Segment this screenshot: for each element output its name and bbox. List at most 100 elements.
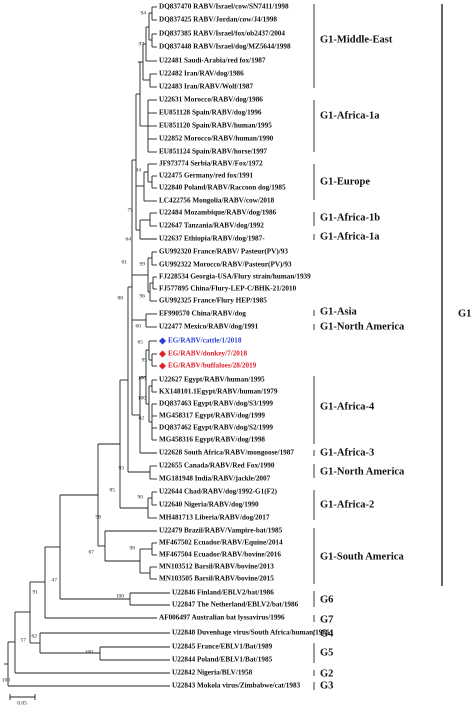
clade-label: G1-Asia <box>320 306 358 317</box>
clade-label: G3 <box>320 680 333 691</box>
taxon-label: DQ837448 RABV/Israel/dog/MZ5644/1998 <box>159 43 291 51</box>
taxon-label: U22846 Finland/EBLV2/bat/1986 <box>172 589 274 597</box>
taxon-label: GU992325 France/Flury HEP/1985 <box>159 297 267 305</box>
bootstrap-value: 100 <box>85 649 94 655</box>
taxon-label: DQ837463 Egypt/RABV/dog/S3/1999 <box>159 400 273 408</box>
clade-label: G1-Africa-3 <box>320 447 374 458</box>
bootstrap-value: 64 <box>126 236 132 242</box>
taxon-label: MN103512 Barsil/RABV/bovine/2013 <box>159 563 274 571</box>
taxon-label: U22640 Nigeria/RABV/dog/1990 <box>159 501 259 509</box>
taxon-label: MG458316 Egypt/RABV/dog/1998 <box>159 436 265 444</box>
taxon-label: EG/RABV/cattle/1/2018 <box>168 337 242 345</box>
taxon-label: DQ837470 RABV/Israel/cow/SN7411/1998 <box>159 3 289 11</box>
taxon-label: FJ577895 China/Flury-LEP-C/BHK-21/2010 <box>159 285 297 293</box>
bootstrap-value: 47 <box>52 577 58 583</box>
taxon-label: U22627 Egypt/RABV/human/1995 <box>159 376 265 384</box>
clade-label: G1-Africa-2 <box>320 499 374 510</box>
taxon-label: EU851120 Spain/RABV/human/1995 <box>159 122 272 130</box>
taxon-label: U22847 The Netherland/EBLV2/bat/1986 <box>172 601 299 609</box>
clade-label: G1-Africa-1a <box>320 110 380 121</box>
bootstrap-value: 62 <box>32 633 38 639</box>
taxon-label: U22655 Canada/RABV/Red Fox/1990 <box>159 462 275 470</box>
bootstrap-value: 96 <box>140 293 146 299</box>
clade-label: G1-Africa-4 <box>320 401 375 412</box>
taxon-label: U22484 Mozambique/RABV/dog/1986 <box>159 209 277 217</box>
clade-label: G1-Africa-1a <box>320 231 380 242</box>
taxon-label: EU851128 Spain/RABV/dog/1996 <box>159 109 262 117</box>
bootstrap-value: 65 <box>138 339 144 345</box>
taxon-label: EG/RABV/buffaloes/28/2019 <box>168 362 257 370</box>
taxon-label: U22481 Saudi-Arabia/red fox/1987 <box>159 57 266 65</box>
taxon-label: U22843 Mokola virus/Zimbabwe/cat/1983 <box>172 682 301 690</box>
clade-label: G7 <box>320 614 333 625</box>
clade-label: G5 <box>320 647 333 658</box>
taxon-label: LC422756 Mongolia/RABV/cow/2018 <box>159 197 275 205</box>
bootstrap-value: 88 <box>118 295 124 301</box>
clade-label: G6 <box>320 594 333 605</box>
taxon-label: JF973774 Serbia/RABV/Fox/1972 <box>159 160 263 168</box>
taxon-label: MN103505 Barsil/RABV/bovine/2015 <box>159 575 274 583</box>
taxon-label: MF467504 Ecuador/RABV/bovine/2016 <box>159 551 281 559</box>
bootstrap-value: 93 <box>119 465 125 471</box>
taxon-label: U22475 Germany/red fox/1991 <box>159 172 253 180</box>
taxon-label: U22840 Poland/RABV/Raccoon dog/1985 <box>159 184 286 192</box>
taxon-label: DQ837385 RABV/Israel/fox/ob2437/2004 <box>159 30 285 38</box>
taxon-label: U22477 Mexico/RABV/dog/1991 <box>159 323 259 331</box>
taxon-label: U22842 Nigeria/BLV/1958 <box>172 669 253 677</box>
bootstrap-value: 62 <box>139 415 145 421</box>
bootstrap-value: 100 <box>2 677 11 683</box>
bootstrap-value: 67 <box>89 549 95 555</box>
bootstrap-value: 98 <box>130 545 136 551</box>
taxon-label: U22647 Tanzania/RABV/dog/1992 <box>159 222 264 230</box>
bootstrap-value: 57 <box>21 637 27 643</box>
highlight-marker <box>158 350 167 358</box>
bootstrap-value: 60 <box>136 323 142 329</box>
taxon-label: EG/RABV/donkey/7/2018 <box>168 350 247 358</box>
taxon-label: EF990570 China/RABV/dog <box>159 310 246 318</box>
bootstrap-value: 95 <box>142 357 148 363</box>
taxon-label: AF006497 Australian bat lyssavirus/1996 <box>159 614 285 622</box>
taxon-label: MF467502 Ecuador/RABV/Equine/2014 <box>159 539 283 547</box>
bootstrap-value: 61 <box>122 259 128 265</box>
bootstrap-value: 91 <box>33 589 39 595</box>
taxon-label: DQ837425 RABV/Jordan/cow/J4/1998 <box>159 16 277 24</box>
highlight-marker <box>158 337 167 345</box>
taxon-label: MH481713 Liberia/RABV/dog/2017 <box>159 514 270 522</box>
taxon-label: GU992322 Morocco/RABV/Pasteur(PV)/93 <box>159 261 292 269</box>
bootstrap-value: 100 <box>138 395 147 401</box>
bootstrap-value: 99 <box>140 261 146 267</box>
clade-label: G2 <box>320 668 333 679</box>
taxon-label: U22845 France/EBLV1/Bat/1989 <box>172 643 273 651</box>
bootstrap-value: 100 <box>138 375 147 381</box>
clade-label: G1-Middle-East <box>320 34 393 45</box>
taxon-label: U22483 Iran/RABV/Wolf/1987 <box>159 83 253 91</box>
bootstrap-value: 94 <box>136 167 142 173</box>
bootstrap-value: 75 <box>128 207 134 213</box>
clade-label: G1-North America <box>320 321 405 332</box>
taxon-label: MG181948 India/RABV/jackle/2007 <box>159 475 271 483</box>
taxon-label: U22852 Morocco/RABV/human/1990 <box>159 135 274 143</box>
taxon-label: DQ837462 Egypt/RABV/dog/S2/1999 <box>159 424 273 432</box>
clade-label: G1-Europe <box>320 176 370 187</box>
taxon-label: U22479 Brazil/RABV/Vampire-bat/1985 <box>159 527 283 535</box>
taxon-label: U22637 Ethiopia/RABV/dog/1987- <box>159 235 265 243</box>
bootstrap-value: 85 <box>110 487 116 493</box>
taxon-label: U22644 Chad/RABV/dog/1992-G1(F2) <box>159 488 278 496</box>
bootstrap-value: 97 <box>139 41 145 47</box>
taxon-label: KX148101.1Egypt/RABV/human/1979 <box>159 388 278 396</box>
bootstrap-value: 98 <box>96 514 102 520</box>
taxon-label: U22631 Morocco/RABV/dog/1986 <box>159 96 263 104</box>
clade-label: G4 <box>320 628 334 639</box>
highlight-marker <box>158 362 167 370</box>
taxon-label: U22844 Poland/EBLV1/Bat/1985 <box>172 656 273 664</box>
group-label: G1 <box>458 308 471 319</box>
clade-label: G1-Africa-1b <box>320 212 380 223</box>
taxon-label: FJ228534 Georgia-USA/Flury strain/human/… <box>159 273 311 281</box>
scale-label: 0.05 <box>17 700 27 706</box>
taxon-label: U22848 Duvenhage virus/South Africa/huma… <box>172 629 330 637</box>
taxon-label: EU851124 Spain/RABV/horse/1997 <box>159 148 267 156</box>
taxon-label: MG458317 Egypt/RABV/dog/1999 <box>159 412 265 420</box>
clade-label: G1-North America <box>320 466 405 477</box>
taxon-label: GU992320 France/RABV/ Pasteur(PV)/93 <box>159 248 288 256</box>
